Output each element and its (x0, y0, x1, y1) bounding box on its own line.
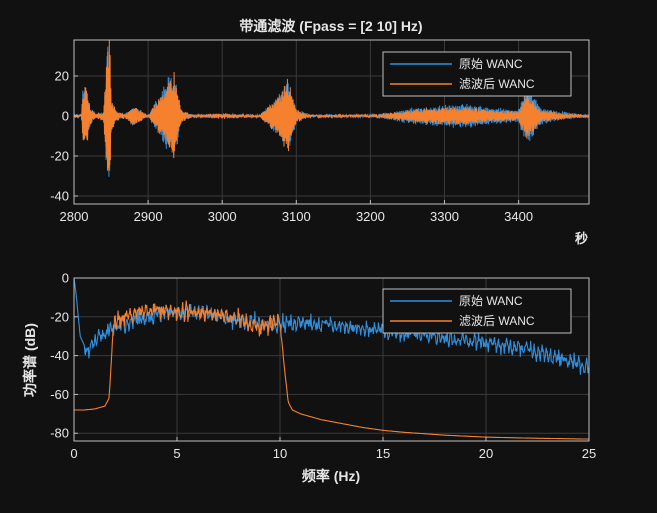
bottom-xtick-label: 5 (173, 446, 180, 461)
bottom-xlabel: 频率 (Hz) (302, 468, 360, 484)
top-legend-label-filtered: 滤波后 WANC (459, 77, 535, 91)
bottom-subplot: 0 5 10 15 20 25 -80 -60 -40 -20 0 频率 (Hz) 功率谱 (dB)… (22, 271, 596, 485)
top-xlabel: 秒 (575, 231, 588, 246)
top-legend-label-original: 原始 WANC (459, 57, 523, 71)
bottom-xtick-label: 20 (479, 446, 493, 461)
bottom-legend[interactable]: 原始 WANC 滤波后 WANC (382, 288, 572, 334)
top-axes-box (73, 39, 590, 205)
bottom-xtick-label: 15 (376, 446, 390, 461)
bottom-ytick-label: 0 (62, 271, 69, 286)
bottom-legend-label-filtered: 滤波后 WANC (459, 314, 535, 328)
bottom-axes-box (73, 277, 590, 442)
top-legend-box (382, 51, 572, 97)
bottom-series-line-filtered (74, 300, 589, 440)
top-lines (73, 39, 590, 177)
top-legend[interactable]: 原始 WANC 滤波后 WANC (382, 51, 572, 97)
top-ticks: 2800 2900 3000 3100 3200 3300 3400 -40 -20 0 20 (50, 69, 533, 225)
top-title: 带通滤波 (Fpass = [2 10] Hz) (239, 18, 422, 34)
bottom-legend-box (382, 288, 572, 334)
bottom-ylabel: 功率谱 (dB) (22, 323, 38, 397)
top-subplot: 2800 2900 3000 3100 3200 3300 3400 -40 -20 0 20 带通… (50, 18, 590, 246)
top-xtick-label: 3400 (504, 209, 533, 224)
top-xtick-label: 2800 (60, 209, 89, 224)
bottom-ticks: 0 5 10 15 20 25 -80 -60 -40 -20 0 (50, 271, 596, 462)
bottom-ytick-label: -40 (50, 348, 69, 363)
bottom-legend-label-original: 原始 WANC (459, 294, 523, 308)
top-series-line-filtered (73, 39, 590, 171)
top-xtick-label: 3300 (430, 209, 459, 224)
top-ytick-label: 0 (62, 109, 69, 124)
top-xtick-label: 3200 (356, 209, 385, 224)
bottom-xtick-label: 10 (273, 446, 287, 461)
top-xtick-label: 3100 (282, 209, 311, 224)
bottom-xtick-label: 0 (70, 446, 77, 461)
bottom-ytick-label: -80 (50, 426, 69, 441)
top-xtick-label: 3000 (208, 209, 237, 224)
bottom-xtick-label: 25 (582, 446, 596, 461)
top-xtick-label: 2900 (134, 209, 163, 224)
bottom-lines (73, 277, 590, 440)
top-ytick-label: 20 (55, 69, 69, 84)
bottom-ytick-label: -60 (50, 387, 69, 402)
bottom-ytick-label: -20 (50, 309, 69, 324)
top-ytick-label: -20 (50, 149, 69, 164)
top-ytick-label: -40 (50, 189, 69, 204)
